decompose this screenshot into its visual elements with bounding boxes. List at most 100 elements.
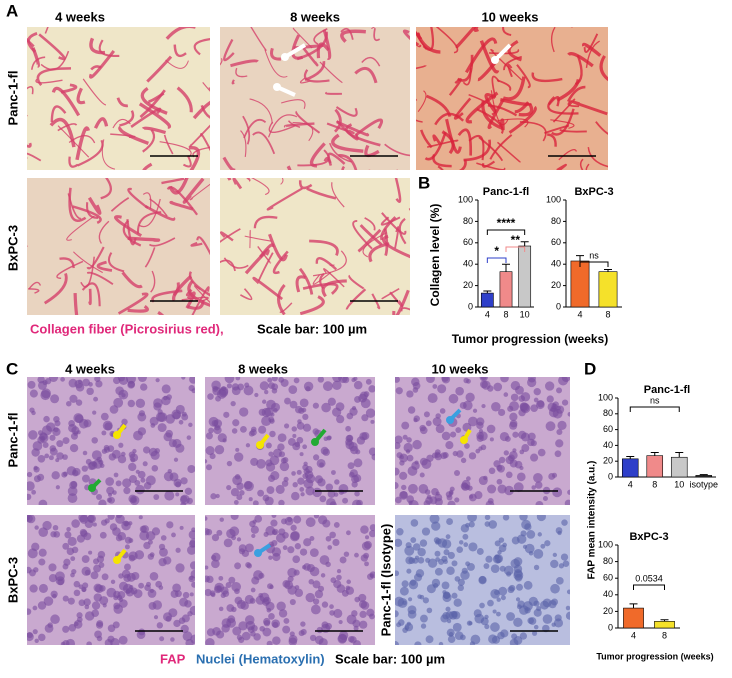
nucleus (510, 420, 518, 428)
x-tick-label: 4 (628, 479, 633, 489)
nucleus (205, 638, 214, 647)
micrograph (209, 160, 426, 317)
nucleus (247, 563, 252, 568)
chart-title: Panc-1-fl (644, 384, 690, 396)
nucleus (221, 587, 229, 595)
nucleus (245, 615, 255, 625)
nucleus (358, 594, 366, 602)
nucleus (420, 473, 425, 478)
nucleus (54, 420, 60, 426)
error-bar (521, 242, 529, 246)
nucleus (333, 609, 342, 618)
nucleus (321, 621, 328, 628)
nucleus (226, 485, 231, 490)
nucleus (278, 433, 287, 442)
nucleus (292, 434, 296, 438)
nucleus (297, 419, 302, 424)
nucleus (295, 543, 301, 549)
nucleus (405, 623, 413, 631)
nucleus (270, 520, 277, 527)
nucleus (113, 377, 120, 384)
y-tick-label: 100 (598, 392, 613, 402)
nucleus (336, 575, 342, 581)
nucleus (132, 449, 136, 453)
nucleus (442, 590, 446, 594)
arrow-head (446, 416, 454, 424)
x-tick-label: 4 (485, 309, 490, 319)
nucleus (82, 379, 90, 387)
image-bg (220, 27, 410, 170)
y-tick-label: 100 (598, 539, 613, 549)
nucleus (185, 488, 192, 495)
nucleus (527, 378, 536, 387)
nucleus (31, 490, 36, 495)
nucleus (33, 629, 38, 634)
nucleus (500, 566, 506, 572)
micrograph (25, 373, 198, 508)
nucleus (182, 614, 190, 622)
nucleus (358, 394, 367, 403)
nucleus (269, 418, 274, 423)
nucleus (361, 414, 368, 421)
nucleus (361, 554, 368, 561)
nucleus (302, 414, 308, 420)
nucleus (71, 519, 80, 528)
nucleus (37, 474, 44, 481)
nucleus (287, 546, 294, 553)
nucleus (290, 531, 299, 540)
nucleus (334, 522, 340, 528)
nucleus (556, 577, 564, 585)
nucleus (288, 438, 296, 446)
nucleus (83, 419, 91, 427)
nucleus (203, 516, 208, 521)
nucleus (546, 421, 556, 431)
nucleus (512, 448, 516, 452)
nucleus (231, 607, 236, 612)
nucleus (540, 601, 549, 610)
nucleus (211, 555, 216, 560)
nucleus (187, 435, 192, 440)
nucleus (410, 579, 416, 585)
fiber (90, 289, 91, 304)
nucleus (428, 393, 438, 403)
nucleus (455, 387, 464, 396)
nucleus (393, 376, 400, 383)
nucleus (392, 468, 400, 476)
nucleus (349, 442, 358, 451)
nucleus (245, 595, 254, 604)
nucleus (310, 548, 319, 557)
nucleus (470, 641, 475, 646)
nucleus (416, 569, 424, 577)
nucleus (474, 609, 482, 617)
arrow-head (491, 56, 499, 64)
nucleus (219, 386, 228, 395)
nucleus (454, 599, 462, 607)
nucleus (509, 413, 517, 421)
nucleus (481, 404, 485, 408)
nucleus (154, 615, 158, 619)
nucleus (105, 477, 114, 486)
nucleus (25, 494, 31, 500)
nucleus (555, 614, 562, 621)
nucleus (424, 500, 431, 507)
nucleus (74, 581, 80, 587)
nucleus (239, 407, 248, 416)
nucleus (500, 432, 509, 441)
nucleus (70, 556, 75, 561)
nucleus (332, 372, 342, 382)
nucleus (360, 525, 368, 533)
nucleus (302, 444, 307, 449)
nucleus (102, 573, 109, 580)
nucleus (514, 557, 523, 566)
annotation: ns (650, 395, 660, 405)
y-axis-label: FAP mean intensity (a.u.) (587, 461, 598, 580)
nucleus (94, 630, 102, 638)
nucleus (166, 616, 172, 622)
nucleus (288, 385, 297, 394)
nucleus (422, 527, 430, 535)
micrograph (392, 512, 575, 649)
nucleus (424, 411, 430, 417)
nucleus (234, 562, 241, 569)
nucleus (399, 453, 408, 462)
y-tick-label: 40 (603, 440, 613, 450)
